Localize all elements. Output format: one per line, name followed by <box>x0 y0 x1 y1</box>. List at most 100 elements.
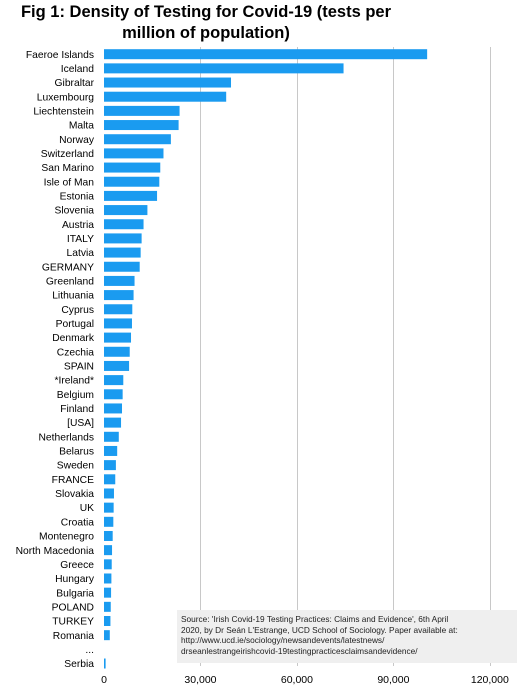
category-label: Sweden <box>57 461 94 472</box>
x-tick-label: 90,000 <box>377 674 409 686</box>
bar <box>104 460 116 471</box>
chart-title-line-2: million of population) <box>122 24 290 42</box>
bar <box>104 77 232 88</box>
bar <box>104 417 122 428</box>
category-label: Switzerland <box>41 149 94 160</box>
category-label: Slovenia <box>55 206 95 217</box>
category-label: Greece <box>60 560 94 571</box>
category-label: Cyprus <box>61 305 94 316</box>
category-label: [USA] <box>67 418 94 429</box>
bar <box>104 573 112 584</box>
bars <box>104 49 428 669</box>
category-label: Liechtenstein <box>33 106 94 117</box>
bar <box>104 190 158 201</box>
bar <box>104 318 132 329</box>
bar <box>104 261 140 272</box>
category-labels: Faeroe Islands Iceland Gibraltar Luxembourg… <box>16 50 95 670</box>
gridlines <box>200 47 491 666</box>
source-note-line: 2020, by Dr Seán L'Estrange, UCD School … <box>181 624 458 635</box>
category-label: Greenland <box>46 277 94 288</box>
bar <box>104 63 344 74</box>
source-note-line: drseanlestrangeirishcovid-19testingpract… <box>181 645 418 656</box>
x-tick-label: 0 <box>101 674 107 686</box>
bar <box>104 134 171 145</box>
category-label: Norway <box>59 135 95 146</box>
category-label: Latvia <box>67 248 95 259</box>
category-label: SPAIN <box>64 362 94 373</box>
category-label: Czechia <box>57 347 94 358</box>
category-label: GERMANY <box>42 262 94 273</box>
category-label: Isle of Man <box>44 177 95 188</box>
bar <box>104 445 118 456</box>
x-tick-label: 30,000 <box>184 674 216 686</box>
category-label: Portugal <box>56 319 94 330</box>
bar <box>104 247 141 258</box>
category-label: Denmark <box>52 333 95 344</box>
category-label: POLAND <box>52 602 94 613</box>
bar <box>104 105 180 116</box>
bar <box>104 148 164 159</box>
category-label: Bulgaria <box>56 588 94 599</box>
category-label: Austria <box>62 220 94 231</box>
source-note-line: Source: 'Irish Covid-19 Testing Practice… <box>181 614 449 624</box>
category-label: ITALY <box>67 234 94 245</box>
category-label: Serbia <box>64 659 94 670</box>
bar <box>104 630 110 641</box>
bar <box>104 360 130 371</box>
chart-title: Fig 1: Density of Testing for Covid-19 (… <box>6 2 406 44</box>
bar <box>104 559 112 570</box>
bar <box>104 162 161 173</box>
bar <box>104 233 142 244</box>
category-label: *Ireland* <box>55 376 95 387</box>
bar <box>104 304 133 315</box>
category-label: Belarus <box>59 447 94 458</box>
category-label: TURKEY <box>52 617 94 628</box>
bar <box>104 601 111 612</box>
bar <box>104 658 106 669</box>
bar <box>104 474 116 485</box>
category-label: Croatia <box>61 517 94 528</box>
bar <box>104 332 132 343</box>
bar <box>104 502 114 513</box>
bar <box>104 375 124 386</box>
bar <box>104 176 160 187</box>
bar <box>104 530 113 541</box>
bar <box>104 488 114 499</box>
category-label: Lithuania <box>52 291 94 302</box>
x-axis-tick-labels: 0 30,000 60,000 90,000 120,000 <box>101 674 509 686</box>
bar <box>104 545 113 556</box>
category-label: San Marino <box>41 163 94 174</box>
source-note-line: http://www.ucd.ie/sociology/newsandevent… <box>181 635 385 646</box>
bar <box>104 290 134 301</box>
x-tick-label: 60,000 <box>281 674 313 686</box>
category-label: Luxembourg <box>37 92 95 103</box>
category-label: Slovakia <box>55 489 94 500</box>
bar <box>104 219 144 230</box>
category-label: Faeroe Islands <box>26 50 94 61</box>
bar <box>104 403 123 414</box>
bar <box>104 346 130 357</box>
bar <box>104 587 112 598</box>
category-label: ... <box>85 645 94 656</box>
chart-title-line-1: Fig 1: Density of Testing for Covid-19 (… <box>20 3 392 21</box>
category-label: UK <box>80 503 94 514</box>
category-label: Romania <box>53 631 94 642</box>
bar <box>104 120 179 131</box>
category-label: Belgium <box>57 390 94 401</box>
category-label: Gibraltar <box>55 78 95 89</box>
bar <box>104 516 114 527</box>
bar <box>104 431 119 442</box>
category-label: North Macedonia <box>16 546 95 557</box>
category-label: Iceland <box>61 64 94 75</box>
bar <box>104 205 148 216</box>
category-label: Montenegro <box>39 532 94 543</box>
category-label: FRANCE <box>52 475 94 486</box>
x-tick-label: 120,000 <box>471 674 509 686</box>
bar <box>104 275 135 286</box>
category-label: Hungary <box>55 574 95 585</box>
category-label: Finland <box>60 404 94 415</box>
bar <box>104 616 111 626</box>
category-label: Estonia <box>60 192 95 203</box>
bar <box>104 389 123 400</box>
